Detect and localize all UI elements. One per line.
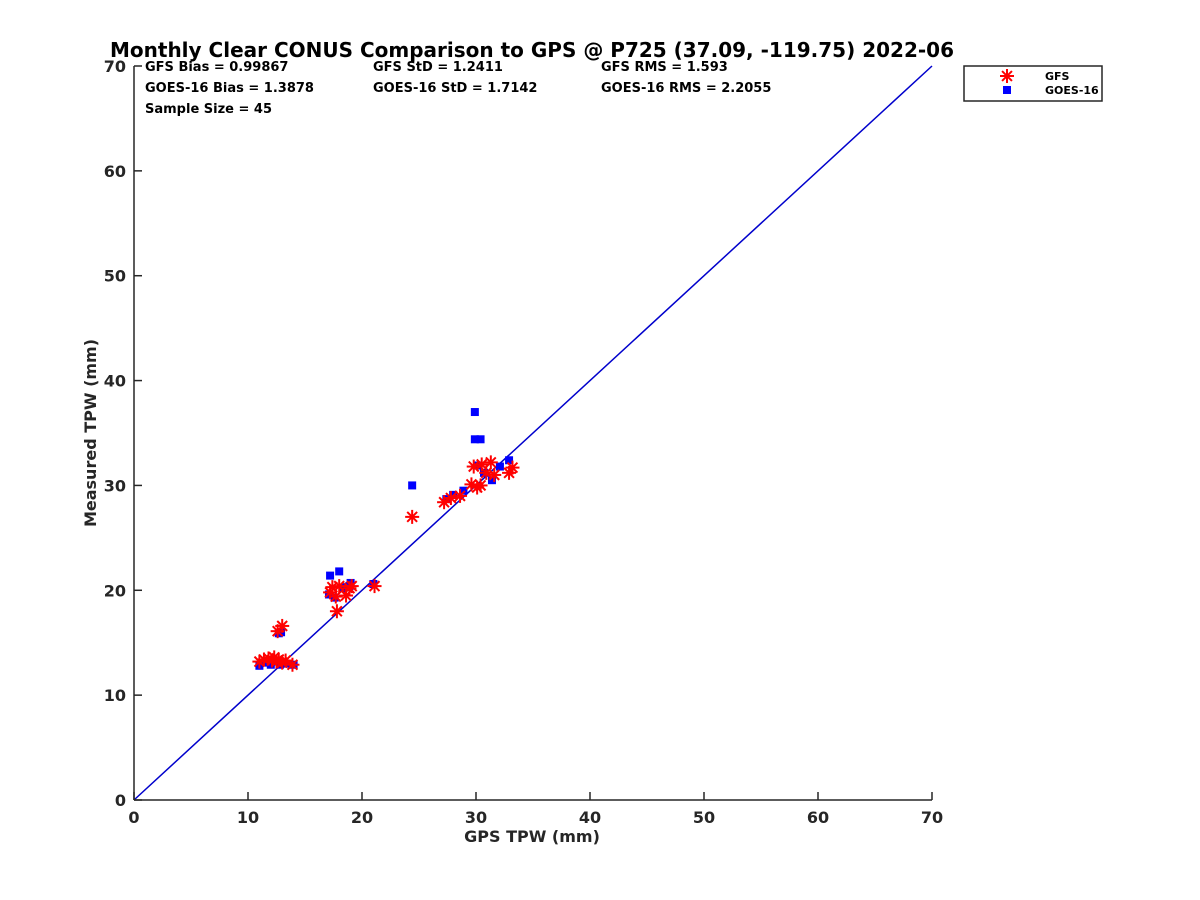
gfs-point bbox=[285, 657, 300, 672]
x-tick-label: 30 bbox=[465, 808, 487, 827]
goes16-point bbox=[495, 462, 504, 471]
stats-annotation: GFS Bias = 0.99867 GFS StD = 1.2411 GFS RM… bbox=[145, 60, 771, 117]
stat-text: GFS StD = 1.2411 bbox=[373, 60, 503, 75]
reference-line bbox=[133, 65, 933, 801]
gfs-point bbox=[487, 467, 502, 482]
goes16-point bbox=[459, 486, 468, 495]
stat-text: GOES-16 StD = 1.7142 bbox=[373, 81, 537, 96]
y-tick-label: 30 bbox=[104, 476, 126, 495]
stat-text: GFS Bias = 0.99867 bbox=[145, 60, 288, 75]
goes16-point bbox=[470, 408, 479, 417]
goes16-point bbox=[487, 476, 496, 485]
gfs-point bbox=[483, 455, 498, 470]
y-axis-label: Measured TPW (mm) bbox=[81, 339, 100, 527]
y-ticks: 0 10 20 30 40 50 60 70 bbox=[104, 57, 142, 810]
stat-text: Sample Size = 45 bbox=[145, 102, 272, 117]
goes16-point bbox=[282, 659, 291, 668]
goes16-point bbox=[505, 456, 514, 465]
x-tick-label: 50 bbox=[693, 808, 715, 827]
legend-box bbox=[963, 65, 1103, 102]
plot-area bbox=[133, 65, 933, 801]
y-tick-label: 20 bbox=[104, 581, 126, 600]
gfs-point bbox=[443, 491, 458, 506]
legend-gfs-asterisk bbox=[1000, 69, 1014, 83]
gfs-point bbox=[405, 509, 420, 524]
x-tick-label: 70 bbox=[921, 808, 943, 827]
x-ticks: 0 10 20 30 40 50 60 70 bbox=[128, 792, 943, 827]
goes16-point bbox=[474, 461, 483, 470]
goes16-point bbox=[470, 435, 479, 444]
series-gfs bbox=[252, 455, 520, 672]
legend-goes16-label: GOES-16 bbox=[1045, 84, 1099, 97]
goes16-point bbox=[476, 435, 485, 444]
gfs-point bbox=[332, 579, 347, 594]
gfs-point bbox=[453, 488, 468, 503]
gfs-point bbox=[505, 460, 520, 475]
y-tick-label: 40 bbox=[104, 372, 126, 391]
goes16-point bbox=[326, 571, 335, 580]
chart-title: Monthly Clear CONUS Comparison to GPS @ … bbox=[110, 38, 954, 62]
axes bbox=[133, 66, 932, 801]
legend-gfs-marker bbox=[1000, 69, 1014, 83]
goes16-point bbox=[277, 628, 286, 637]
gfs-point bbox=[329, 604, 344, 619]
legend: GFS GOES-16 bbox=[963, 65, 1103, 102]
gfs-point bbox=[367, 579, 382, 594]
gfs-point bbox=[473, 478, 488, 493]
x-axis-label: GPS TPW (mm) bbox=[464, 827, 600, 846]
y-tick-label: 70 bbox=[104, 57, 126, 76]
stat-text: GOES-16 RMS = 2.2055 bbox=[601, 81, 771, 96]
x-tick-label: 40 bbox=[579, 808, 601, 827]
y-tick-label: 50 bbox=[104, 267, 126, 286]
goes16-point bbox=[346, 578, 355, 587]
goes16-point bbox=[408, 481, 417, 490]
legend-gfs-label: GFS bbox=[1045, 70, 1070, 83]
y-tick-label: 60 bbox=[104, 162, 126, 181]
stat-text: GOES-16 Bias = 1.3878 bbox=[145, 81, 314, 96]
stat-text: GFS RMS = 1.593 bbox=[601, 60, 728, 75]
series-goes16 bbox=[255, 408, 514, 670]
y-tick-label: 10 bbox=[104, 686, 126, 705]
goes16-point bbox=[335, 567, 344, 576]
x-tick-label: 60 bbox=[807, 808, 829, 827]
y-tick-label: 0 bbox=[115, 791, 126, 810]
x-tick-label: 10 bbox=[237, 808, 259, 827]
gfs-point bbox=[275, 618, 290, 633]
x-tick-label: 0 bbox=[128, 808, 139, 827]
gfs-point bbox=[328, 589, 343, 604]
gfs-point bbox=[344, 579, 359, 594]
legend-goes16-marker bbox=[1003, 86, 1011, 94]
x-tick-label: 20 bbox=[351, 808, 373, 827]
